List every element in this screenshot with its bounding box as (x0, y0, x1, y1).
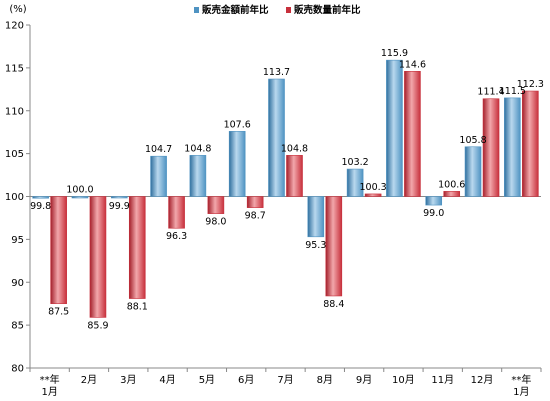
bar-sales-volume (364, 193, 382, 197)
data-label: 85.9 (87, 320, 108, 331)
data-label: 99.8 (30, 201, 51, 212)
x-tick-label: **年 1月 (511, 373, 531, 398)
y-tick-label: 90 (11, 278, 24, 289)
axes: 80 85 90 95 100 105 110 115 120 (%) **年 1月 2月 3月 4月 5月 6… (5, 4, 542, 398)
bar-sales-amount (425, 196, 443, 206)
data-label: 103.2 (342, 157, 369, 168)
y-tick-label: 85 (11, 321, 24, 332)
data-label: 98.7 (245, 211, 266, 222)
bar-sales-amount (386, 59, 403, 197)
data-label: 105.8 (459, 135, 486, 146)
bar-sales-volume (168, 196, 185, 229)
x-tick-label: 10月 (392, 374, 415, 386)
data-label: 112.3 (517, 79, 544, 90)
bar-sales-volume (482, 98, 500, 197)
bar-sales-volume (286, 155, 303, 197)
data-label: 88.1 (127, 302, 148, 313)
bar-sales-amount (189, 155, 207, 197)
data-label: 111.4 (477, 87, 504, 98)
data-label: 100.6 (438, 179, 465, 190)
bar-sales-amount (110, 196, 128, 199)
x-tick-label: 4月 (159, 374, 175, 386)
bar-sales-volume (207, 196, 225, 214)
data-label: 104.8 (184, 143, 211, 154)
data-label: 104.7 (145, 144, 172, 155)
bar-sales-volume (246, 196, 264, 208)
legend-entry: 販売金額前年比 (202, 4, 269, 16)
y-tick-label: 110 (5, 106, 24, 117)
data-labels: 99.8 87.5 100.0 85.9 99.9 88.1 104.7 96.3 104.8 9… (30, 48, 544, 331)
y-tick-label: 115 (5, 63, 24, 74)
legend-entry: 販売数量前年比 (294, 4, 361, 16)
legend: 販売金額前年比 販売数量前年比 (194, 4, 361, 16)
bar-sales-volume (325, 196, 343, 297)
legend-swatch (286, 7, 291, 13)
bar-sales-volume (89, 196, 107, 318)
bar-sales-amount (71, 196, 89, 199)
bar-sales-amount (464, 146, 482, 197)
data-label: 98.0 (205, 217, 226, 228)
bars (32, 59, 539, 318)
data-label: 100.0 (66, 185, 93, 196)
data-label: 99.0 (423, 208, 444, 219)
data-label: 96.3 (166, 231, 187, 242)
bar-sales-volume (443, 191, 461, 197)
bar-sales-amount (504, 97, 521, 197)
y-tick-label: 80 (11, 364, 24, 375)
data-label: 114.6 (399, 59, 426, 70)
x-tick-label: 12月 (471, 374, 494, 386)
x-tick-label: 7月 (277, 374, 293, 386)
x-tick-label: 11月 (431, 374, 454, 386)
data-label: 88.4 (323, 299, 344, 310)
y-tick-label: 105 (5, 149, 24, 160)
bar-sales-amount (346, 168, 364, 197)
data-label: 100.3 (360, 182, 387, 193)
data-label: 113.7 (263, 67, 290, 78)
bar-sales-volume (522, 90, 539, 197)
x-tick-label: **年 1月 (40, 373, 60, 398)
bar-sales-amount (32, 196, 49, 199)
x-tick-label: 9月 (356, 374, 372, 386)
x-tick-label: 6月 (238, 374, 254, 386)
data-label: 107.6 (224, 119, 251, 130)
bar-sales-amount (228, 131, 246, 197)
x-tick-label: 2月 (81, 374, 97, 386)
data-label: 104.8 (281, 143, 308, 154)
bar-sales-amount (307, 196, 325, 238)
bar-sales-volume (128, 196, 146, 299)
bar-sales-amount (150, 155, 167, 197)
y-tick-label: 95 (11, 235, 24, 246)
data-label: 95.3 (305, 240, 326, 251)
y-tick-label: 100 (5, 192, 24, 203)
bar-sales-volume (50, 196, 67, 304)
x-tick-label: 5月 (199, 374, 215, 386)
y-unit-label: (%) (9, 4, 26, 15)
data-label: 99.9 (109, 201, 130, 212)
data-label: 111.5 (499, 86, 526, 97)
y-tick-label: 120 (5, 21, 24, 32)
data-label: 115.9 (381, 48, 408, 59)
bar-sales-amount (268, 78, 285, 197)
x-tick-label: 3月 (120, 374, 136, 386)
data-label: 87.5 (48, 307, 69, 318)
bar-sales-volume (404, 71, 421, 197)
x-tick-label: 8月 (317, 374, 333, 386)
legend-swatch (194, 7, 199, 13)
